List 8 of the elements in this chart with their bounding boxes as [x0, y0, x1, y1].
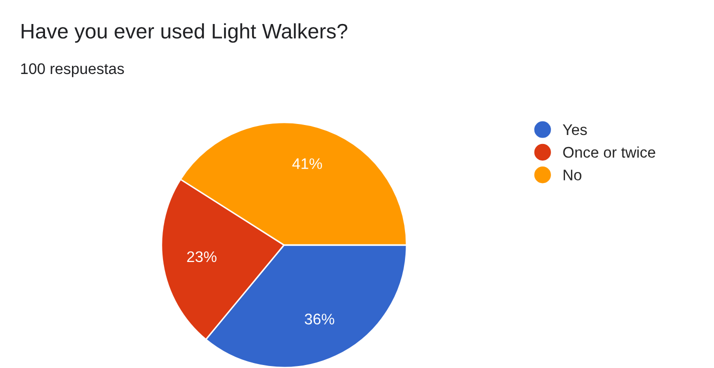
chart-title: Have you ever used Light Walkers?	[22, 23, 348, 43]
data-label: 41%	[292, 158, 322, 170]
legend-label: Yes	[562, 124, 587, 136]
legend-label: No	[564, 170, 582, 180]
chart-subtitle: 100 respuestas	[21, 63, 124, 78]
data-label: 23%	[187, 251, 216, 262]
legend-label: Once or twice	[563, 146, 656, 158]
data-label: 36%	[304, 314, 334, 325]
